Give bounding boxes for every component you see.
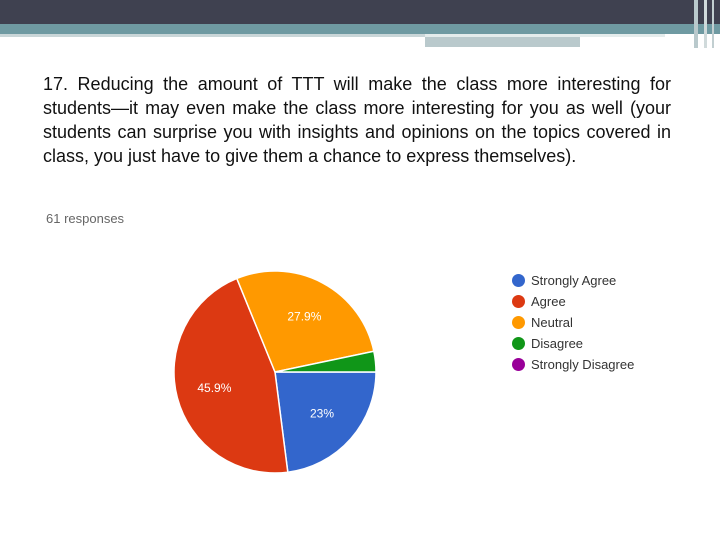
- legend-item: Strongly Disagree: [512, 354, 634, 375]
- pie-slice-disagree: [274, 350, 377, 373]
- legend-label: Strongly Disagree: [531, 357, 635, 372]
- header-rail: [704, 0, 707, 48]
- header-stripe: [425, 34, 665, 37]
- slice-label: 23%: [310, 406, 334, 420]
- legend-item: Agree: [512, 291, 634, 312]
- legend-swatch: [512, 358, 525, 371]
- pie-slice-agree: [173, 277, 289, 474]
- slice-label: 45.9%: [197, 381, 231, 395]
- legend-label: Disagree: [531, 336, 584, 351]
- pie-slice-neutral: [235, 270, 375, 373]
- legend-item: Neutral: [512, 312, 634, 333]
- legend-swatch: [512, 337, 525, 350]
- header-stripe: [425, 37, 580, 47]
- legend-label: Agree: [531, 294, 566, 309]
- legend-swatch: [512, 316, 525, 329]
- question-text: 17. Reducing the amount of TTT will make…: [43, 74, 671, 166]
- header-accent-band: [0, 24, 720, 34]
- legend-label: Neutral: [531, 315, 573, 330]
- legend-label: Strongly Agree: [531, 273, 617, 288]
- header-stripe: [0, 34, 425, 37]
- title-bar-band: [0, 0, 720, 24]
- legend-swatch: [512, 274, 525, 287]
- pie-slice-strongly-agree: [274, 371, 377, 474]
- chart-legend: Strongly Agree Agree Neutral Disagree Strong…: [512, 270, 634, 375]
- legend-item: Strongly Agree: [512, 270, 634, 291]
- slice-label: 27.9%: [287, 310, 321, 324]
- header-rail: [694, 0, 698, 48]
- header-rail: [712, 0, 714, 48]
- legend-swatch: [512, 295, 525, 308]
- legend-item: Disagree: [512, 333, 634, 354]
- responses-count: 61 responses: [46, 211, 125, 226]
